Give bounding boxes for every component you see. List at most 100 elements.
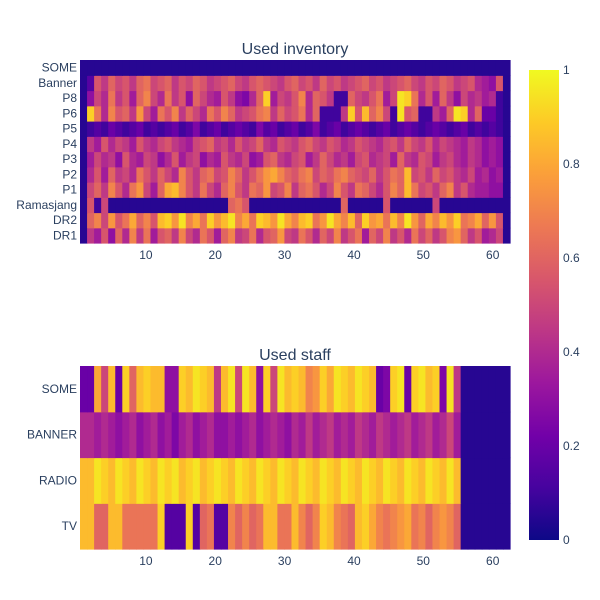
- heatmap-1-title: Used inventory: [242, 41, 349, 58]
- heatmap-cell: [178, 457, 187, 504]
- heatmap-cell: [143, 166, 152, 183]
- heatmap-cell: [291, 136, 300, 153]
- heatmap-cell: [284, 227, 293, 244]
- heatmap-cell: [220, 197, 229, 214]
- y-tick-label: Banner: [38, 76, 77, 90]
- heatmap-cell: [376, 503, 384, 550]
- heatmap-cell: [418, 182, 427, 198]
- heatmap-cell: [397, 366, 405, 413]
- heatmap-cell: [94, 151, 102, 168]
- heatmap-cell: [376, 366, 384, 413]
- heatmap-cell: [418, 90, 427, 107]
- heatmap-cell: [94, 60, 102, 76]
- heatmap-cell: [94, 457, 102, 504]
- heatmap-cell: [87, 75, 95, 92]
- heatmap-cell: [305, 121, 314, 137]
- heatmap-cell: [495, 151, 504, 168]
- heatmap-cell: [263, 121, 271, 137]
- heatmap-cell: [228, 136, 236, 153]
- heatmap-cell: [249, 105, 257, 122]
- heatmap-cell: [354, 121, 363, 137]
- heatmap-cell: [481, 182, 490, 198]
- heatmap-cell: [249, 90, 257, 107]
- heatmap-cell: [376, 151, 384, 168]
- heatmap-cell: [495, 212, 504, 229]
- heatmap-cell: [206, 227, 215, 244]
- heatmap-cell: [446, 212, 455, 229]
- heatmap-cell: [284, 411, 293, 459]
- heatmap-cell: [312, 182, 321, 198]
- heatmap-cell: [340, 366, 349, 413]
- heatmap-cell: [481, 503, 490, 550]
- heatmap-cell: [298, 366, 307, 413]
- heatmap-cell: [171, 60, 180, 76]
- heatmap-cell: [185, 212, 194, 229]
- heatmap-cell: [87, 457, 95, 504]
- heatmap-cell: [171, 503, 180, 550]
- heatmap-cell: [376, 90, 384, 107]
- heatmap-cell: [263, 105, 271, 122]
- heatmap-cell: [369, 90, 377, 107]
- heatmap-cell: [495, 166, 504, 183]
- heatmap-cell: [178, 411, 187, 459]
- heatmap-cell: [101, 136, 109, 153]
- heatmap-cell: [213, 366, 222, 413]
- heatmap-cell: [326, 182, 335, 198]
- heatmap-cell: [178, 503, 187, 550]
- heatmap-cell: [235, 197, 243, 214]
- heatmap-cell: [249, 182, 257, 198]
- heatmap-cell: [115, 182, 123, 198]
- heatmap-cell: [481, 212, 490, 229]
- heatmap-cell: [129, 366, 137, 413]
- heatmap-cell: [481, 411, 490, 459]
- heatmap-cell: [495, 75, 504, 92]
- heatmap-cell: [446, 75, 455, 92]
- heatmap-cell: [122, 75, 130, 92]
- heatmap-cell: [263, 411, 271, 459]
- heatmap-cell: [115, 121, 123, 137]
- heatmap-cell: [488, 75, 497, 92]
- heatmap-cell: [446, 166, 455, 183]
- heatmap-cell: [312, 90, 321, 107]
- heatmap-cell: [206, 366, 215, 413]
- heatmap-cell: [488, 457, 497, 504]
- heatmap-cell: [284, 105, 293, 122]
- heatmap-cell: [404, 366, 412, 413]
- heatmap-cell: [312, 503, 321, 550]
- heatmap-cell: [87, 90, 95, 107]
- heatmap-cell: [249, 197, 257, 214]
- heatmap-cell: [101, 212, 109, 229]
- colorbar-tick-label: 1: [563, 63, 570, 77]
- heatmap-cell: [453, 121, 462, 137]
- heatmap-2-y-axis: TV RADIO BANNER SOME: [27, 382, 77, 533]
- heatmap-cell: [432, 212, 441, 229]
- heatmap-cell: [143, 457, 152, 504]
- heatmap-cell: [185, 136, 194, 153]
- heatmap-cell: [418, 197, 427, 214]
- heatmap-cell: [481, 166, 490, 183]
- y-tick-label: RADIO: [39, 473, 77, 487]
- heatmap-cell: [488, 182, 497, 198]
- heatmap-cell: [122, 366, 130, 413]
- heatmap-cell: [298, 457, 307, 504]
- heatmap-cell: [108, 90, 116, 107]
- heatmap-cell: [101, 503, 109, 550]
- heatmap-cell: [192, 105, 201, 122]
- heatmap-cell: [481, 457, 490, 504]
- heatmap-cell: [150, 366, 159, 413]
- heatmap-cell: [354, 90, 363, 107]
- heatmap-cell: [305, 411, 314, 459]
- heatmap-cell: [277, 197, 286, 214]
- heatmap-cell: [291, 212, 300, 229]
- heatmap-cell: [376, 197, 384, 214]
- heatmap-cell: [150, 457, 159, 504]
- heatmap-cell: [206, 151, 215, 168]
- heatmap-cell: [228, 166, 236, 183]
- heatmap-cell: [347, 182, 356, 198]
- heatmap-cell: [192, 60, 201, 76]
- heatmap-cell: [143, 105, 152, 122]
- heatmap-cell: [326, 411, 335, 459]
- heatmap-cell: [383, 121, 391, 137]
- heatmap-cell: [347, 60, 356, 76]
- heatmap-cell: [460, 227, 469, 244]
